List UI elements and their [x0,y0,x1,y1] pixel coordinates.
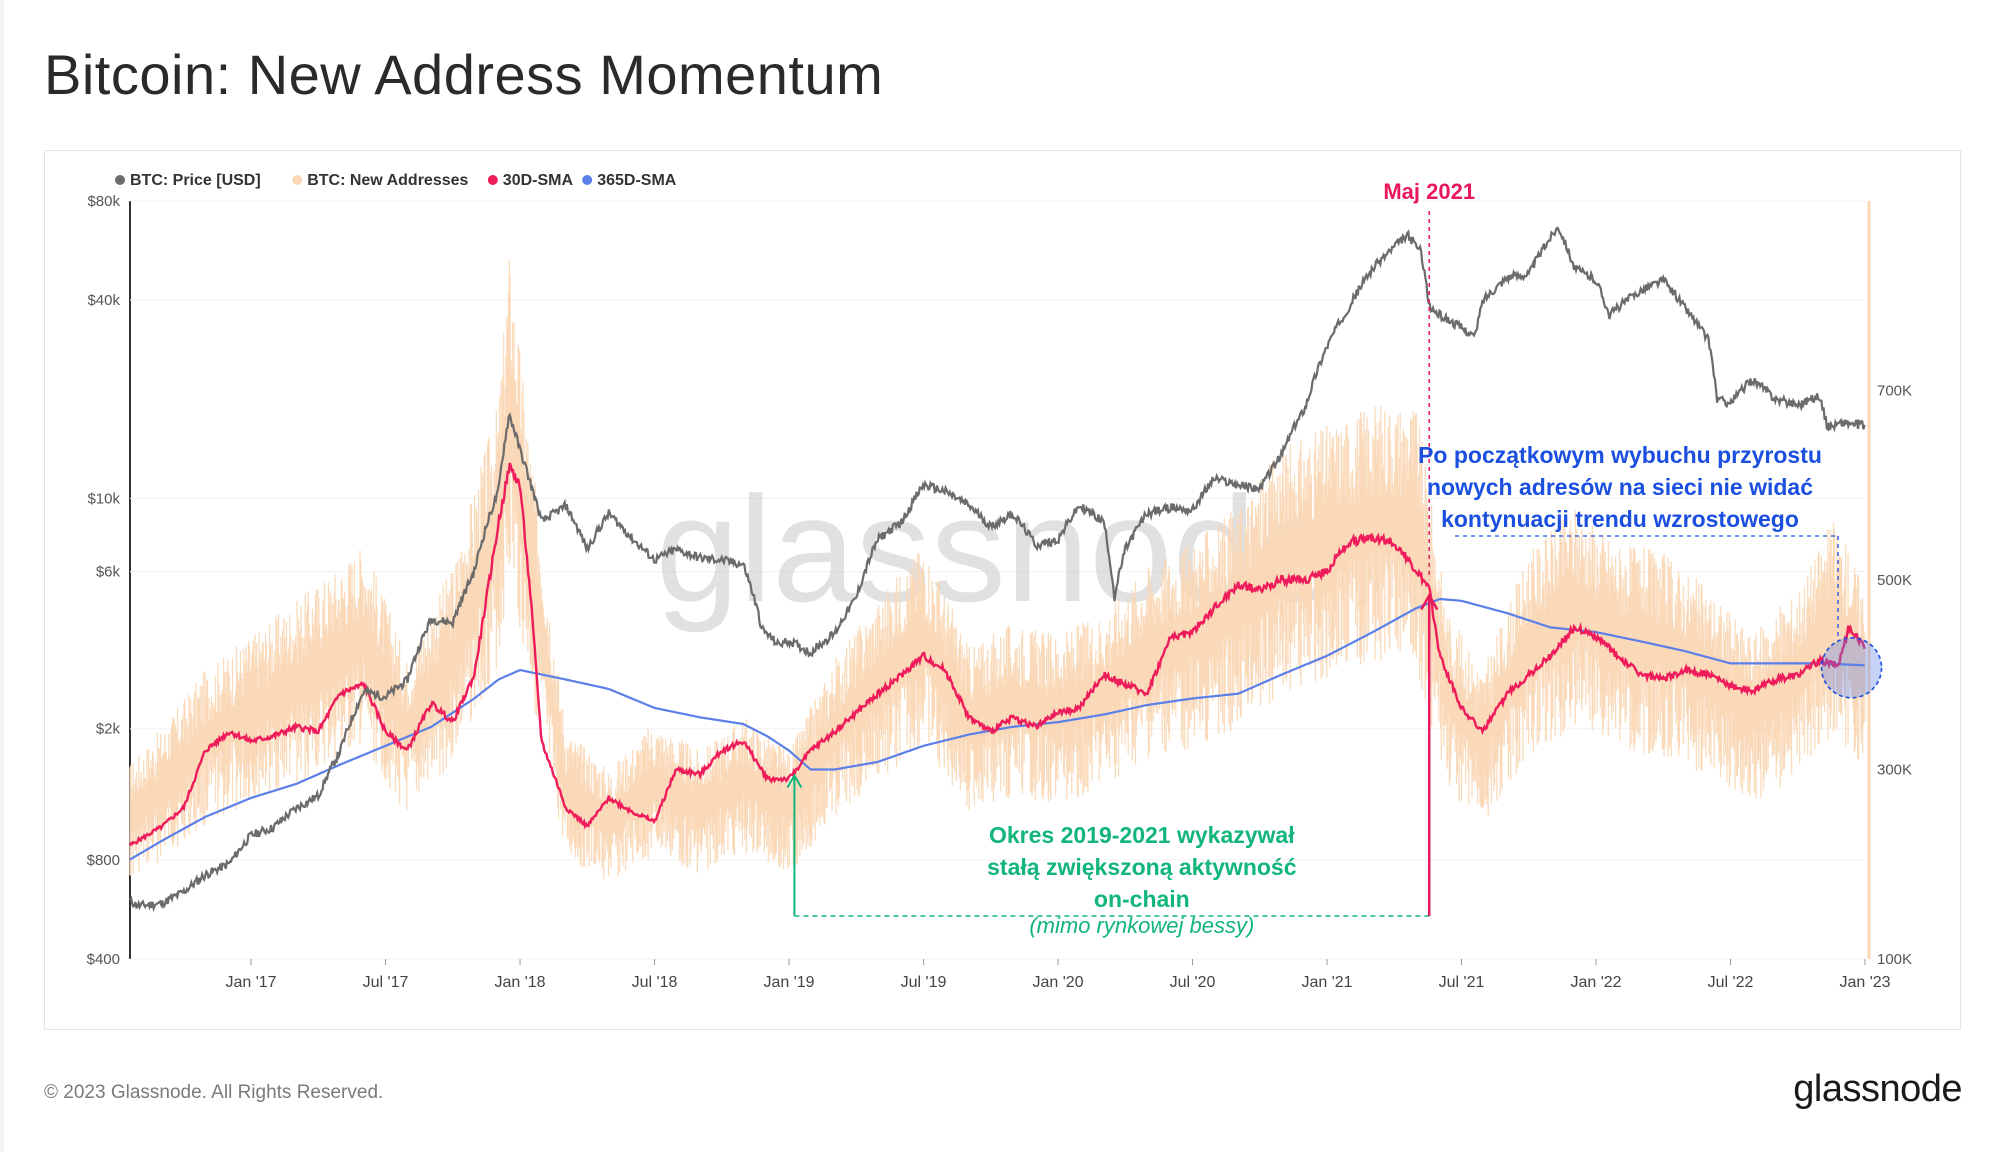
period-annotation-line: stałą zwiększoną aktywność [987,854,1297,880]
left-tick-label: $400 [87,951,120,968]
blue-highlight-circle [1820,636,1883,699]
may-2021-label: Maj 2021 [1383,179,1475,204]
sma30-line [128,462,1866,847]
period-annotation-line: on-chain [1094,886,1190,912]
legend-label: BTC: New Addresses [307,172,468,189]
legend-item: BTC: New Addresses [292,172,469,189]
legend-dot [292,175,303,185]
chart: $400 $800 $2k $6k $10k $40k $80k 100K 300K 500K 70… [87,172,1912,991]
x-tick-label: Jul '20 [1170,974,1216,991]
chart-frame: $400 $800 $2k $6k $10k $40k $80k 100K 300K 500K 70… [44,150,1961,1030]
x-tick-label: Jul '17 [363,974,409,991]
x-tick-label: Jan '17 [225,974,276,991]
page-title: Bitcoin: New Address Momentum [44,43,884,106]
left-tick-label: $800 [87,852,120,869]
right-tick-label: 100K [1877,951,1912,968]
blue-annotation-line: nowych adresów na sieci nie widać [1427,474,1813,500]
price-line [129,226,1866,913]
x-tick-label: Jul '19 [901,974,947,991]
legend-label: BTC: Price [USD] [130,172,261,189]
right-tick-label: 300K [1877,762,1912,779]
x-tick-label: Jan '23 [1839,974,1890,991]
footer-copyright: © 2023 Glassnode. All Rights Reserved. [44,1082,384,1103]
new-addresses-series [129,259,1866,879]
blue-annotation-line: kontynuacji trendu wzrostowego [1441,506,1799,532]
period-annotation-line: Okres 2019-2021 wykazywał [989,822,1295,848]
x-tick-label: Jul '21 [1439,974,1485,991]
period-start-arrowhead [786,773,803,789]
left-tick-label: $80k [87,193,120,210]
legend-item: 30D-SMA [487,172,574,189]
x-tick-label: Jan '20 [1032,974,1083,991]
x-tick-label: Jan '21 [1301,974,1352,991]
legend-dot [582,175,593,185]
legend-dot [115,175,125,185]
x-tick-label: Jan '18 [494,974,545,991]
left-tick-label: $6k [96,564,121,581]
period-annotation-subtext: (mimo rynkowej bessy) [1029,913,1254,938]
right-tick-label: 700K [1877,383,1912,400]
legend-item: BTC: Price [USD] [115,172,261,189]
right-tick-label: 500K [1877,572,1912,589]
x-tick-label: Jul '18 [632,974,678,991]
left-tick-label: $10k [87,490,120,507]
legend-dot [487,175,498,185]
left-tick-label: $2k [96,721,121,738]
x-tick-label: Jul '22 [1708,974,1754,991]
x-tick-label: Jan '22 [1570,974,1621,991]
left-tick-label: $40k [87,292,120,309]
legend-label: 365D-SMA [597,172,677,189]
legend-label: 30D-SMA [503,172,574,189]
may-2021-arrowhead [1420,592,1439,611]
blue-annotation-line: Po początkowym wybuchu przyrostu [1418,442,1822,468]
x-tick-label: Jan '19 [763,974,814,991]
page-edge [0,0,4,1152]
legend-item: 365D-SMA [582,172,677,189]
footer-logo: glassnode [1793,1068,1962,1110]
